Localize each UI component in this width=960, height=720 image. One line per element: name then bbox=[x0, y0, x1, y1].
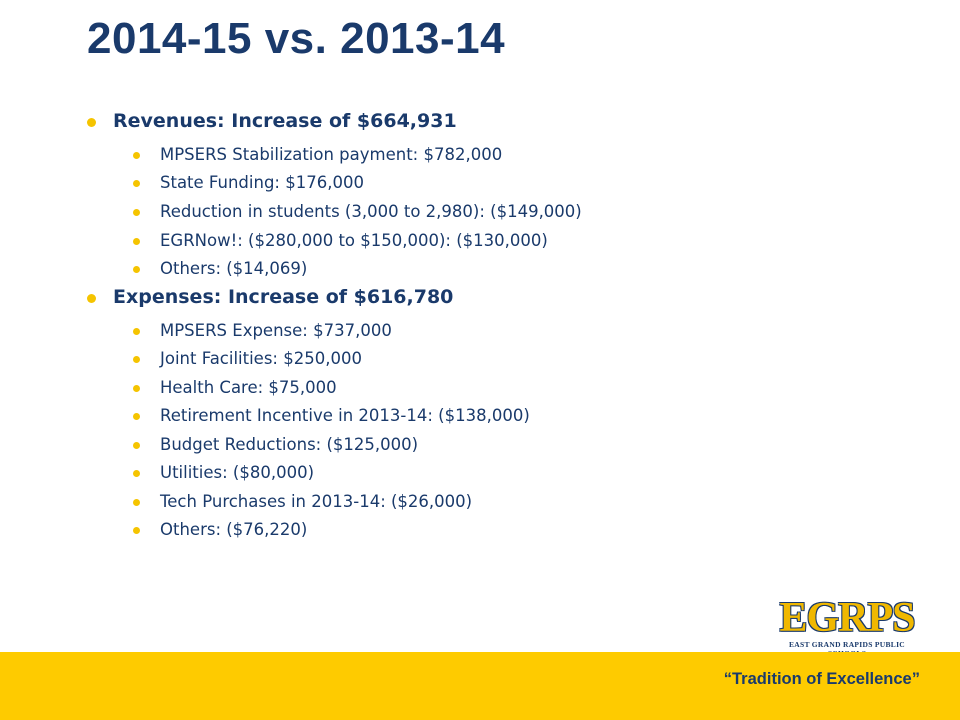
expense-item-text: Health Care: $75,000 bbox=[160, 378, 337, 397]
bullet-dot-icon bbox=[133, 152, 140, 159]
footer-tagline: “Tradition of Excellence” bbox=[723, 670, 920, 688]
revenue-item: State Funding: $176,000 bbox=[133, 173, 364, 197]
revenue-item-text: Others: ($14,069) bbox=[160, 259, 308, 278]
bullet-dot-icon bbox=[87, 118, 96, 127]
expense-item: Tech Purchases in 2013-14: ($26,000) bbox=[133, 492, 473, 516]
bullet-dot-icon bbox=[133, 413, 140, 420]
expense-item-text: MPSERS Expense: $737,000 bbox=[160, 321, 392, 340]
expense-item-text: Retirement Incentive in 2013-14: ($138,0… bbox=[160, 406, 530, 425]
expense-item-text: Utilities: ($80,000) bbox=[160, 463, 315, 482]
bullet-dot-icon bbox=[133, 180, 140, 187]
expense-item: Joint Facilities: $250,000 bbox=[133, 349, 362, 373]
bullet-dot-icon bbox=[133, 527, 140, 534]
expense-item: Others: ($76,220) bbox=[133, 520, 308, 544]
bullet-dot-icon bbox=[87, 294, 96, 303]
bullet-dot-icon bbox=[133, 470, 140, 477]
bullet-dot-icon bbox=[133, 266, 140, 273]
expense-item: Retirement Incentive in 2013-14: ($138,0… bbox=[133, 406, 530, 430]
bullet-dot-icon bbox=[133, 499, 140, 506]
revenue-item-text: MPSERS Stabilization payment: $782,000 bbox=[160, 145, 503, 164]
logo-wordmark: EGRPS bbox=[779, 595, 915, 641]
slide-title: 2014-15 vs. 2013-14 bbox=[87, 14, 506, 63]
revenues-heading: Revenues: Increase of $664,931 bbox=[87, 110, 457, 138]
bullet-dot-icon bbox=[133, 238, 140, 245]
revenue-item-text: State Funding: $176,000 bbox=[160, 173, 364, 192]
expense-item-text: Others: ($76,220) bbox=[160, 520, 308, 539]
bullet-dot-icon bbox=[133, 356, 140, 363]
footer-band: “Tradition of Excellence” bbox=[0, 652, 960, 720]
expense-item: Budget Reductions: ($125,000) bbox=[133, 435, 419, 459]
expenses-heading: Expenses: Increase of $616,780 bbox=[87, 286, 454, 314]
expense-item: MPSERS Expense: $737,000 bbox=[133, 321, 392, 345]
revenue-item: Others: ($14,069) bbox=[133, 259, 308, 283]
revenue-item-text: EGRNow!: ($280,000 to $150,000): ($130,0… bbox=[160, 231, 548, 250]
expense-item-text: Joint Facilities: $250,000 bbox=[160, 349, 362, 368]
bullet-dot-icon bbox=[133, 209, 140, 216]
bullet-dot-icon bbox=[133, 442, 140, 449]
revenue-item-text: Reduction in students (3,000 to 2,980): … bbox=[160, 202, 582, 221]
revenue-item: MPSERS Stabilization payment: $782,000 bbox=[133, 145, 503, 169]
egrps-logo: EGRPS EAST GRAND RAPIDS PUBLIC SCHOOLS bbox=[772, 595, 922, 658]
bullet-dot-icon bbox=[133, 385, 140, 392]
expenses-heading-text: Expenses: Increase of $616,780 bbox=[113, 286, 454, 308]
expense-item: Health Care: $75,000 bbox=[133, 378, 337, 402]
bullet-dot-icon bbox=[133, 328, 140, 335]
revenues-heading-text: Revenues: Increase of $664,931 bbox=[113, 110, 457, 132]
revenue-item: Reduction in students (3,000 to 2,980): … bbox=[133, 202, 582, 226]
expense-item-text: Tech Purchases in 2013-14: ($26,000) bbox=[160, 492, 473, 511]
expense-item: Utilities: ($80,000) bbox=[133, 463, 315, 487]
revenue-item: EGRNow!: ($280,000 to $150,000): ($130,0… bbox=[133, 231, 548, 255]
expense-item-text: Budget Reductions: ($125,000) bbox=[160, 435, 419, 454]
